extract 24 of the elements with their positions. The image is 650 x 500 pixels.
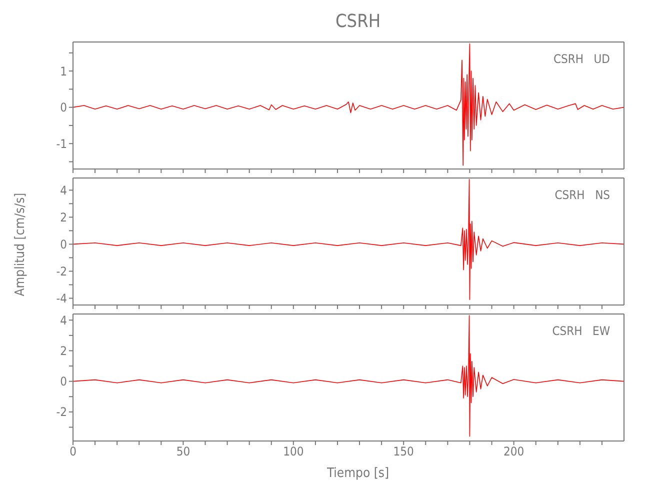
y-tick-label: -4 [56,292,68,306]
y-tick-label: 0 [60,100,68,115]
chart-title: CSRH [334,10,382,34]
y-tick-label: 0 [60,237,68,252]
y-tick-label: 1 [60,64,67,78]
y-tick-label: 2 [60,210,67,224]
x-tick-label: 0 [70,444,77,459]
annotation: CSRH EW [552,324,610,338]
y-tick-label: -1 [56,136,67,151]
x-tick-label: 100 [283,444,304,459]
y-tick-label: 4 [60,183,68,198]
annotation: CSRH NS [554,188,610,202]
y-axis-title: Amplitud [cm/s/s] [14,192,29,296]
x-tick-label: 150 [393,444,414,459]
x-tick-label: 200 [503,444,524,459]
annotation: CSRH UD [553,52,610,66]
x-tick-label: 50 [176,444,190,459]
x-axis-title: Tiempo [s] [326,466,390,481]
y-tick-label: 4 [60,313,68,328]
y-tick-label: -2 [56,405,67,420]
line-series [73,43,624,166]
y-tick-label: 0 [60,374,68,389]
y-tick-label: 2 [60,344,67,358]
y-tick-label: -2 [56,264,67,278]
